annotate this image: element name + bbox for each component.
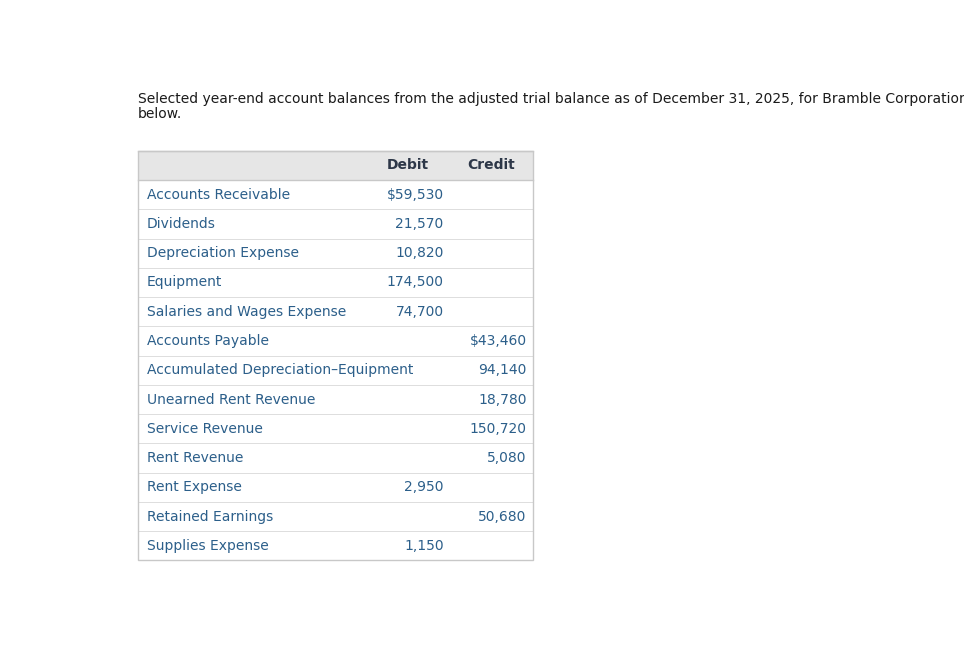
Text: 150,720: 150,720 [469, 422, 526, 436]
Text: Retained Earnings: Retained Earnings [147, 510, 273, 523]
Text: Accounts Receivable: Accounts Receivable [147, 188, 290, 202]
Text: Selected year-end account balances from the adjusted trial balance as of Decembe: Selected year-end account balances from … [138, 91, 964, 105]
Text: $59,530: $59,530 [387, 188, 443, 202]
Text: Dividends: Dividends [147, 217, 216, 231]
Text: 10,820: 10,820 [395, 247, 443, 260]
Text: Accumulated Depreciation–Equipment: Accumulated Depreciation–Equipment [147, 363, 414, 377]
Text: Debit: Debit [388, 159, 429, 172]
Text: 74,700: 74,700 [395, 305, 443, 319]
Text: Supplies Expense: Supplies Expense [147, 539, 269, 553]
Text: Salaries and Wages Expense: Salaries and Wages Expense [147, 305, 346, 319]
Bar [138, 151, 533, 180]
Text: Unearned Rent Revenue: Unearned Rent Revenue [147, 393, 315, 406]
Text: Service Revenue: Service Revenue [147, 422, 263, 436]
Text: 21,570: 21,570 [395, 217, 443, 231]
Text: 5,080: 5,080 [487, 451, 526, 465]
Text: 94,140: 94,140 [478, 363, 526, 377]
Text: Rent Expense: Rent Expense [147, 480, 242, 494]
Text: 50,680: 50,680 [478, 510, 526, 523]
Text: Rent Revenue: Rent Revenue [147, 451, 243, 465]
Text: 1,150: 1,150 [404, 539, 443, 553]
Bar [138, 151, 533, 560]
Text: 18,780: 18,780 [478, 393, 526, 406]
Text: Equipment: Equipment [147, 276, 223, 289]
Text: Accounts Payable: Accounts Payable [147, 334, 269, 348]
Text: below.: below. [138, 107, 182, 121]
Text: Depreciation Expense: Depreciation Expense [147, 247, 299, 260]
Text: 174,500: 174,500 [387, 276, 443, 289]
Text: 2,950: 2,950 [404, 480, 443, 494]
Text: $43,460: $43,460 [469, 334, 526, 348]
Text: Credit: Credit [468, 159, 515, 172]
